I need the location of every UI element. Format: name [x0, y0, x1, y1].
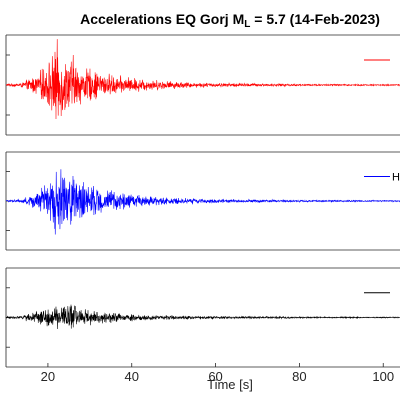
x-tick-label: 20 [41, 369, 55, 384]
legend-label-middle: H [392, 172, 400, 184]
x-tick-label: 100 [372, 369, 394, 384]
chart-title: Accelerations EQ Gorj ML = 5.7 (14-Feb-2… [80, 11, 380, 30]
chart-title-prefix: Accelerations EQ Gorj M [80, 11, 244, 27]
x-tick-label: 80 [292, 369, 306, 384]
x-tick-label: 60 [208, 369, 222, 384]
x-axis: 20 40 60 80 100 [41, 363, 394, 384]
chart-title-suffix: = 5.7 (14-Feb-2023) [250, 11, 380, 27]
panel-top [5, 34, 400, 136]
trace-middle [5, 169, 400, 235]
chart-title-subscript: L [244, 19, 250, 30]
panel-bottom [5, 267, 400, 368]
x-tick-label: 40 [125, 369, 139, 384]
trace-top [5, 39, 400, 120]
panel-middle: H [5, 151, 400, 251]
x-axis-label: Time [s] [207, 377, 253, 392]
trace-bottom [5, 304, 400, 329]
